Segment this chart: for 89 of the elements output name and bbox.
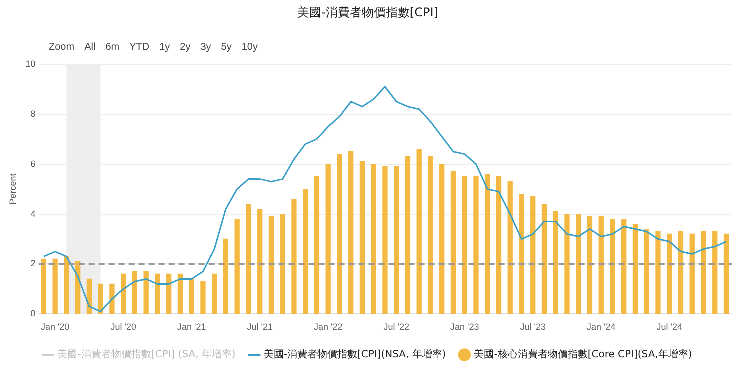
y-tick-label: 2 xyxy=(30,258,36,269)
bar xyxy=(326,164,331,314)
bar xyxy=(200,281,206,314)
x-tick-label: Jul '23 xyxy=(520,322,546,332)
bar xyxy=(416,149,422,314)
bar xyxy=(519,194,524,314)
bar xyxy=(155,274,160,314)
bar xyxy=(64,256,70,314)
x-tick-label: Jan '23 xyxy=(450,322,480,332)
bar xyxy=(690,234,695,314)
y-axis-title: Percent xyxy=(8,173,18,205)
bar xyxy=(394,166,400,314)
bar xyxy=(52,258,58,314)
bar xyxy=(348,152,354,314)
x-tick-label: Jul '21 xyxy=(247,322,273,332)
bar xyxy=(496,176,502,314)
bar xyxy=(656,231,661,314)
bar xyxy=(485,174,490,314)
bar xyxy=(644,228,650,314)
bar xyxy=(678,231,684,314)
bar xyxy=(382,166,388,314)
text: 1y xyxy=(158,41,172,55)
x-tick-label: Jan '22 xyxy=(314,322,343,332)
x-tick-label: Jan '20 xyxy=(40,322,70,332)
bar xyxy=(428,156,434,314)
bar xyxy=(587,216,593,314)
bar xyxy=(610,218,616,314)
y-tick-label: 8 xyxy=(30,108,36,119)
y-tick-label: 4 xyxy=(30,208,36,219)
text: YTD xyxy=(128,41,151,55)
bar xyxy=(542,204,548,314)
bar xyxy=(576,214,582,314)
y-tick-label: 10 xyxy=(26,58,36,69)
bar xyxy=(246,204,252,314)
bar xyxy=(314,176,320,314)
bar xyxy=(632,224,638,314)
bar xyxy=(440,164,445,314)
text: 5y xyxy=(220,41,233,55)
bar xyxy=(144,271,149,314)
bar xyxy=(474,176,479,314)
legend-label: 美國-消費者物價指數[CPI] (SA, 年增率) xyxy=(58,348,236,361)
x-tick-label: Jul '22 xyxy=(384,322,410,332)
text: Zoom xyxy=(48,41,76,55)
bar xyxy=(268,216,274,314)
bar xyxy=(667,234,672,314)
bar xyxy=(178,274,184,314)
bar xyxy=(41,258,47,314)
legend-label: 美國-核心消費者物價指數[Core CPI](SA,年增率) xyxy=(474,348,692,361)
bar xyxy=(110,284,115,314)
bar xyxy=(121,274,126,314)
text: 10y xyxy=(240,41,259,55)
x-tick-label: Jan '24 xyxy=(586,322,616,332)
bar xyxy=(701,231,706,314)
bar xyxy=(303,188,308,314)
bar xyxy=(508,181,513,314)
bar xyxy=(212,274,218,314)
y-tick-label: 6 xyxy=(30,158,36,169)
bar xyxy=(292,198,297,314)
bar xyxy=(724,234,730,314)
bar xyxy=(166,274,172,314)
bar xyxy=(462,176,468,314)
text: 3y xyxy=(200,41,212,55)
bar xyxy=(371,164,376,314)
text: 2y xyxy=(179,41,192,55)
legend-label: 美國-消費者物價指數[CPI](NSA, 年增率) xyxy=(264,348,446,361)
text: All xyxy=(84,41,97,55)
bar xyxy=(622,218,627,314)
bar xyxy=(450,171,456,314)
bar xyxy=(598,216,604,314)
bar xyxy=(258,208,263,314)
bar xyxy=(132,271,138,314)
bar xyxy=(360,161,366,314)
bar xyxy=(189,278,194,314)
x-tick-label: Jan '21 xyxy=(177,322,206,332)
x-tick-label: Jul '20 xyxy=(110,322,136,332)
bar xyxy=(223,238,229,314)
bar xyxy=(564,214,570,314)
text: 6m xyxy=(104,41,121,55)
bar xyxy=(280,214,286,314)
bar xyxy=(234,218,240,314)
chart-title: 美國-消費者物價指數[CPI] xyxy=(298,5,438,20)
bar xyxy=(337,154,342,314)
bar xyxy=(553,211,558,314)
bar xyxy=(712,231,718,314)
bar xyxy=(405,156,411,314)
y-tick-label: 0 xyxy=(30,308,36,319)
bar xyxy=(98,284,104,314)
bar xyxy=(530,196,536,314)
x-tick-label: Jul '24 xyxy=(656,322,682,332)
